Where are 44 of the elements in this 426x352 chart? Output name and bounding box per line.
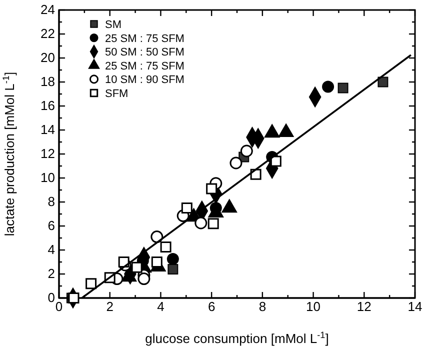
point	[194, 216, 208, 230]
point	[168, 264, 178, 274]
y-tick-label: 24	[40, 2, 55, 18]
legend-label: 25 SM : 75 SFM	[105, 32, 184, 45]
point	[151, 256, 162, 268]
y-tick-label: 22	[40, 26, 55, 42]
x-tick-label: 12	[356, 299, 372, 314]
x-tick-label: 10	[306, 299, 321, 314]
y-tick-label: 10	[40, 170, 55, 186]
x-tick-label: 4	[157, 299, 164, 314]
point	[270, 156, 282, 167]
point	[206, 183, 218, 194]
y-tick-label: 8	[48, 194, 55, 210]
x-tick-label: 8	[258, 299, 266, 314]
x-tick-label: 2	[106, 299, 114, 314]
y-tick-label: 4	[48, 242, 55, 258]
y-tick-label: 2	[48, 266, 55, 282]
point	[230, 156, 242, 170]
x-tick-label: 6	[208, 299, 216, 314]
legend-label: 25 SM : 75 SFM	[105, 60, 184, 72]
point	[338, 82, 348, 94]
x-axis-title: glucose consumption [mMol L$^{-1}$]	[145, 330, 329, 346]
point	[208, 218, 219, 230]
point	[240, 144, 253, 158]
point	[86, 278, 97, 290]
x-tick-label: 14	[408, 299, 422, 314]
point	[138, 272, 150, 286]
y-tick-label: 12	[40, 146, 55, 162]
legend-label: SFM	[105, 88, 128, 100]
legend-label: SM	[105, 19, 122, 31]
point	[166, 253, 179, 265]
y-tick-label: 14	[40, 122, 55, 138]
y-tick-label: 6	[48, 218, 55, 234]
legend-label: 50 SM : 50 SFM	[105, 46, 184, 59]
legend-label: 10 SM : 90 SFM	[105, 74, 184, 86]
y-tick-label: 18	[40, 74, 55, 90]
point	[322, 80, 334, 93]
point	[131, 262, 142, 273]
point	[118, 256, 130, 268]
point	[68, 292, 80, 304]
point	[181, 202, 192, 214]
y-tick-label: 20	[40, 50, 55, 66]
y-tick-label: 16	[40, 98, 55, 114]
point	[160, 242, 172, 252]
